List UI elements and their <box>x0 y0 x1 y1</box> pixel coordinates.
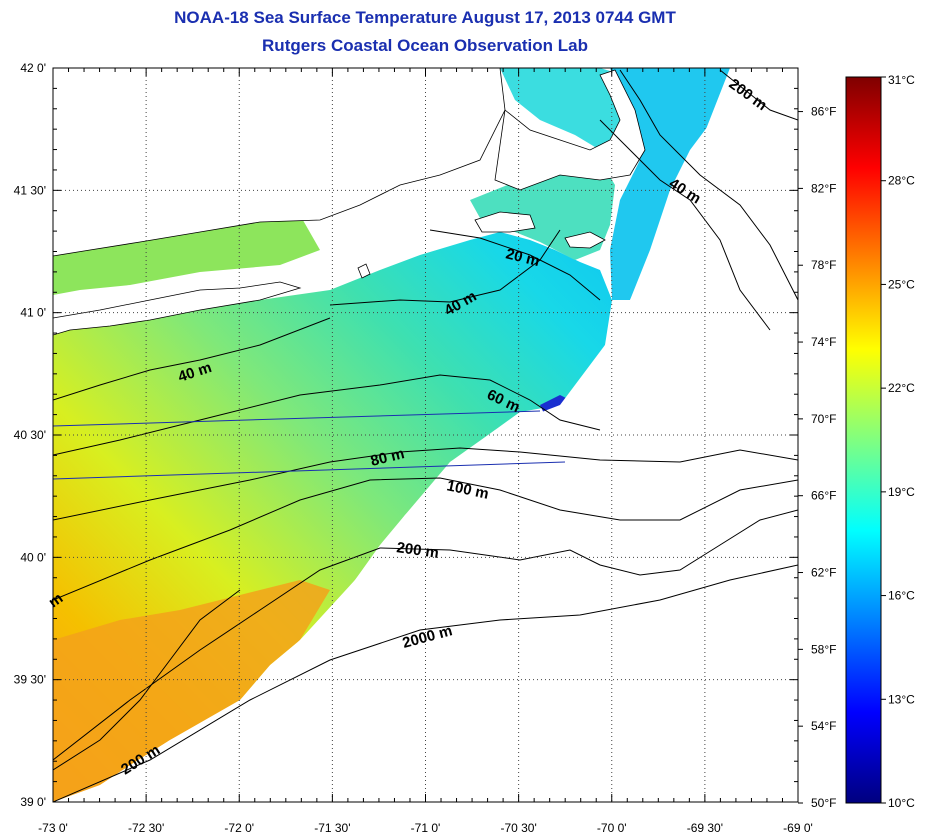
sst-outer-cape <box>610 68 730 300</box>
map-grid <box>53 68 798 802</box>
fahrenheit-tick-label: 58°F <box>811 642 836 656</box>
contour-80m <box>53 447 798 521</box>
fahrenheit-tick-label: 54°F <box>811 719 836 733</box>
lat-tick-label: 41 30' <box>14 183 46 197</box>
transect-south <box>53 461 566 480</box>
fahrenheit-tick-label: 66°F <box>811 489 836 503</box>
fahrenheit-axis: 86°F 82°F 78°F 74°F 70°F 66°F 62°F 58°F 54°F 50°F <box>798 105 836 810</box>
colorbar <box>845 76 882 804</box>
lon-tick-label: -70 0' <box>597 821 627 835</box>
lat-tick-label: 39 0' <box>20 795 46 809</box>
contour-200m-inner <box>53 589 241 771</box>
sst-li-sound <box>53 215 320 295</box>
lon-tick-label: -70 30' <box>500 821 536 835</box>
map-title: NOAA-18 Sea Surface Temperature August 1… <box>174 8 676 27</box>
transects <box>53 410 566 480</box>
colorbar-tick-label: 13°C <box>888 692 915 706</box>
land-long-island <box>53 281 302 336</box>
land-marthas-vineyard <box>474 211 536 233</box>
contour-gulf-maine <box>719 69 798 121</box>
fahrenheit-tick-label: 50°F <box>811 796 836 810</box>
lat-tick-label: 42 0' <box>20 61 46 75</box>
contour-60m <box>53 374 601 456</box>
land <box>53 68 798 802</box>
contour-200m <box>53 509 798 761</box>
colorbar-tick-label: 10°C <box>888 796 915 810</box>
fahrenheit-tick-label: 62°F <box>811 566 836 580</box>
colorbar-tick-label: 19°C <box>888 485 915 499</box>
colorbar-tick-label: 22°C <box>888 381 915 395</box>
bathymetry <box>53 69 798 802</box>
land-cape-cod <box>494 69 646 191</box>
contour-40m-north <box>329 229 561 306</box>
lon-tick-label: -73 0' <box>38 821 68 835</box>
transect-north <box>53 410 541 427</box>
fahrenheit-tick-label: 86°F <box>811 105 836 119</box>
lon-tick-label: -72 0' <box>224 821 254 835</box>
lat-tick-label: 40 0' <box>20 550 46 564</box>
longitude-axis: -73 0' -72 30' -72 0' -71 30' -71 0' -70 30' -… <box>38 68 813 835</box>
fahrenheit-tick-label: 74°F <box>811 335 836 349</box>
land-southern-new-england <box>53 68 506 257</box>
contour-2000m <box>53 564 798 802</box>
lon-tick-label: -71 30' <box>314 821 350 835</box>
contour-100m <box>53 477 798 601</box>
map-subtitle: Rutgers Coastal Ocean Observation Lab <box>262 36 588 55</box>
colorbar-labels: 31°C 28°C 25°C 22°C 19°C 16°C 13°C 10°C <box>881 73 915 810</box>
fahrenheit-tick-label: 70°F <box>811 412 836 426</box>
contour-cape-200m <box>619 69 798 301</box>
colorbar-tick-label: 16°C <box>888 589 915 603</box>
lat-tick-label: 39 30' <box>14 673 46 687</box>
contour-cape-40m <box>599 119 771 331</box>
land-nantucket <box>564 231 606 249</box>
lat-tick-label: 41 0' <box>20 306 46 320</box>
lon-tick-label: -69 30' <box>687 821 723 835</box>
lon-tick-label: -72 30' <box>128 821 164 835</box>
land-block-island <box>357 263 371 279</box>
contour-label-200m-shelf: 200 m <box>395 539 439 562</box>
sst-warm-south <box>53 580 330 802</box>
colorbar-tick-label: 25°C <box>888 277 915 291</box>
fahrenheit-tick-label: 78°F <box>811 258 836 272</box>
contour-20m <box>429 229 601 301</box>
fahrenheit-tick-label: 82°F <box>811 181 836 195</box>
lon-tick-label: -71 0' <box>411 821 441 835</box>
lat-tick-label: 40 30' <box>14 428 46 442</box>
colorbar-tick-label: 31°C <box>888 73 915 87</box>
colorbar-tick-label: 28°C <box>888 174 915 188</box>
lon-tick-label: -69 0' <box>783 821 813 835</box>
offshore-nodata <box>53 68 798 802</box>
contour-40m-west <box>53 317 331 401</box>
latitude-axis: 42 0' 41 30' 41 0' 40 30' 40 0' 39 30' 39 0' <box>14 61 798 809</box>
